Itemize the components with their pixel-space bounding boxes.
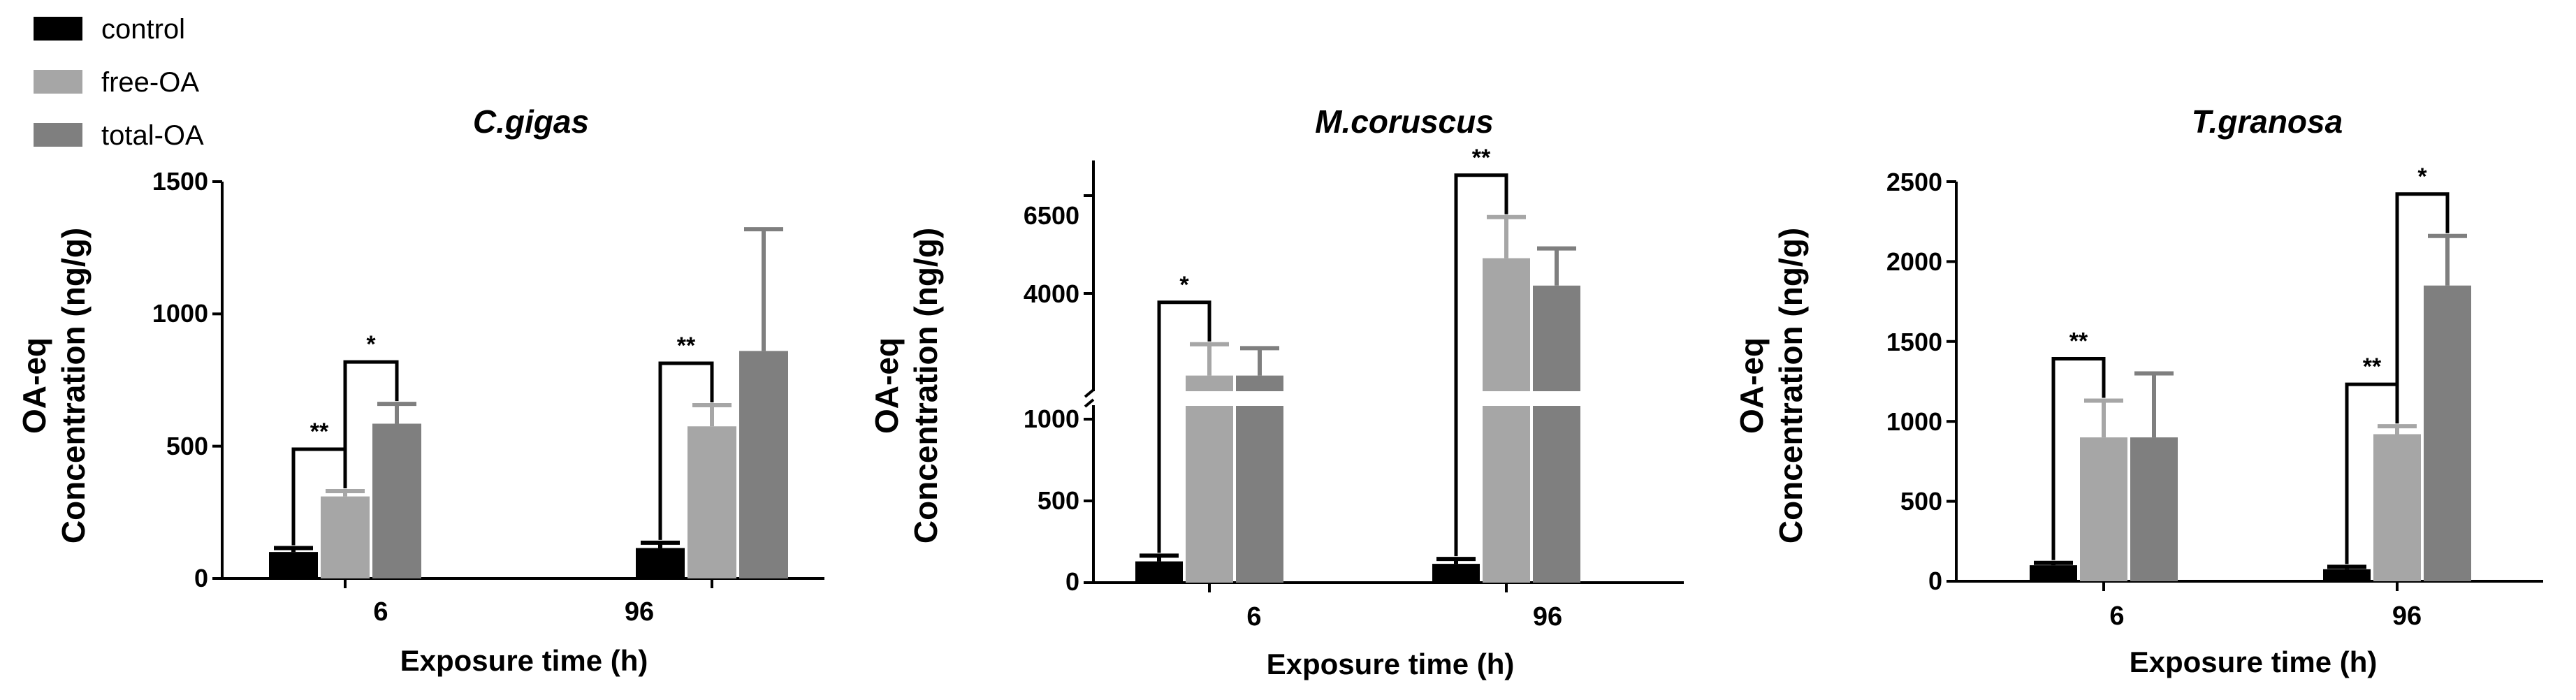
significance-label: ** (677, 333, 696, 359)
bar-control (636, 548, 685, 578)
significance-bracket (658, 361, 714, 540)
legend-label-free-oa: free-OA (101, 67, 199, 98)
legend-swatch-free-oa (34, 70, 82, 94)
x-tick-label: 96 (1533, 602, 1562, 632)
bar-total-oa (372, 423, 421, 578)
bar-free-oa (2373, 434, 2421, 581)
y-axis-label-line-2: Concentration (ng/g) (1773, 228, 1809, 544)
bar-free-oa (321, 496, 370, 578)
plot-area: ***** (212, 180, 824, 588)
bar-break-gap (1185, 391, 1234, 406)
bar-control (2030, 565, 2077, 581)
significance-label: ** (310, 418, 329, 445)
chart-title: T.granosa (2192, 103, 2343, 140)
x-tick-label: 6 (1246, 602, 1261, 632)
significance-bracket (2051, 356, 2106, 560)
chart-title: M.coruscus (1315, 103, 1494, 140)
axis-break-mark (1084, 398, 1095, 408)
legend-swatch-total-oa (34, 123, 82, 147)
y-axis-label-line-1: OA-eq (1733, 337, 1770, 434)
bar-free-oa (2080, 437, 2127, 581)
x-axis-label: Exposure time (h) (1267, 648, 1515, 680)
chart-panel-c-gigas: C.gigas OA-eq Concentration (ng/g) Expos… (16, 103, 654, 677)
legend-label-control: control (101, 14, 185, 45)
x-tick-label: 6 (2109, 601, 2124, 631)
bar-total-oa (1533, 285, 1580, 583)
y-tick-label: 1000 (1886, 407, 1942, 436)
y-axis-label-line-1: OA-eq (16, 337, 52, 434)
bar-total-oa (1236, 375, 1283, 583)
bar-total-oa (739, 351, 788, 578)
y-axis-label: OA-eq Concentration (ng/g) (1733, 228, 1809, 544)
significance-label: ** (1472, 145, 1491, 171)
y-tick-label: 500 (1900, 487, 1942, 516)
y-tick-label: 500 (166, 432, 208, 460)
significance-bracket (1157, 300, 1211, 553)
bar-total-oa (2424, 285, 2471, 581)
chart-title: C.gigas (473, 103, 589, 140)
significance-label: * (1179, 272, 1189, 298)
x-tick-label: 6 (373, 597, 388, 627)
y-tick-label: 2500 (1886, 168, 1942, 196)
y-axis-label-line-2: Concentration (ng/g) (55, 228, 92, 544)
chart-panel-t-granosa: T.granosa OA-eq Concentration (ng/g) Exp… (1733, 103, 2422, 678)
bar-control (1432, 564, 1480, 583)
legend-label-total-oa: total-OA (101, 120, 204, 151)
y-axis-label: OA-eq Concentration (ng/g) (16, 228, 92, 544)
bar-total-oa (2130, 437, 2178, 581)
y-tick-label: 1000 (1024, 404, 1079, 433)
bar-break-gap (1235, 391, 1284, 406)
plot-area: ***** (1946, 163, 2543, 591)
y-tick-label: 2000 (1886, 247, 1942, 276)
y-tick-label: 4000 (1024, 279, 1079, 308)
bar-free-oa (1483, 258, 1530, 583)
axis-break-mark (1084, 388, 1095, 398)
y-tick-label: 0 (1065, 567, 1079, 596)
y-axis-label: OA-eq Concentration (ng/g) (868, 228, 944, 544)
bar-free-oa (1186, 375, 1233, 583)
y-tick-label: 0 (194, 564, 208, 592)
x-axis-label: Exposure time (h) (2130, 646, 2378, 678)
significance-label: ** (2069, 328, 2088, 354)
x-tick-label: 96 (2392, 601, 2422, 631)
significance-bracket (1454, 173, 1508, 557)
significance-label: * (2417, 163, 2427, 190)
bar-control (2323, 569, 2371, 581)
y-tick-label: 1500 (1886, 328, 1942, 356)
significance-bracket (343, 360, 399, 489)
legend-swatch-control (34, 17, 82, 41)
bar-control (1135, 561, 1183, 583)
bar-control (269, 552, 318, 578)
significance-label: * (366, 331, 376, 358)
bar-break-gap (1532, 391, 1581, 406)
plot-area: *** (1084, 145, 1684, 592)
significance-label: ** (2363, 353, 2382, 380)
legend: control free-OA total-OA (34, 14, 204, 151)
x-axis-label: Exposure time (h) (400, 644, 648, 677)
y-tick-label: 500 (1038, 486, 1079, 515)
x-tick-label: 96 (625, 597, 654, 627)
y-tick-label: 0 (1928, 567, 1942, 595)
y-tick-label: 1500 (152, 167, 208, 196)
y-tick-label: 6500 (1024, 201, 1079, 230)
bar-free-oa (687, 426, 736, 578)
y-axis-label-line-1: OA-eq (868, 337, 905, 434)
bar-break-gap (1482, 391, 1531, 406)
chart-panel-m-coruscus: M.coruscus OA-eq Concentration (ng/g) Ex… (868, 103, 1562, 680)
y-axis-label-line-2: Concentration (ng/g) (908, 228, 944, 544)
y-tick-label: 1000 (152, 299, 208, 328)
significance-bracket (2395, 192, 2450, 424)
